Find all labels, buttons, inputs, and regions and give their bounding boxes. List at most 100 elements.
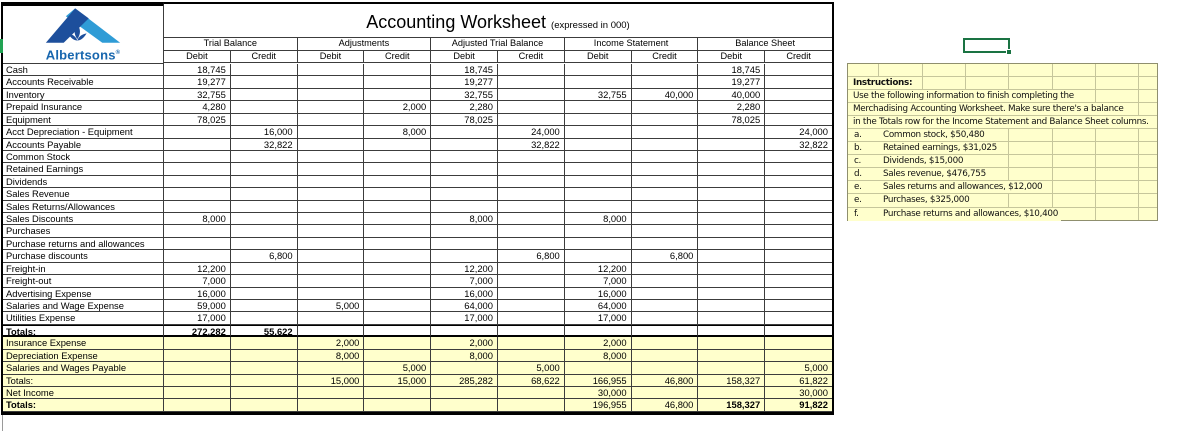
table-cell[interactable] — [164, 150, 231, 164]
table-cell[interactable] — [364, 262, 432, 276]
table-cell[interactable] — [297, 200, 365, 214]
row-label[interactable]: Freight-in — [3, 262, 164, 276]
table-cell[interactable]: 16,000 — [164, 287, 231, 301]
row-label[interactable]: Purchases — [3, 225, 164, 238]
table-cell[interactable] — [497, 386, 565, 400]
table-cell[interactable]: 158,327 — [698, 399, 766, 412]
instruction-line[interactable]: f. Purchase returns and allowances, $10,4… — [848, 207, 1157, 221]
table-cell[interactable] — [564, 101, 632, 114]
table-cell[interactable]: 6,800 — [230, 250, 298, 263]
table-cell[interactable] — [497, 175, 565, 189]
table-cell[interactable]: 91,822 — [765, 399, 832, 412]
table-cell[interactable] — [631, 101, 699, 114]
table-cell[interactable] — [431, 175, 498, 189]
row-label[interactable]: Net Income — [3, 386, 164, 400]
table-cell[interactable]: 17,000 — [164, 312, 231, 325]
table-cell[interactable] — [230, 163, 298, 176]
table-cell[interactable] — [765, 263, 832, 276]
table-cell[interactable]: 40,000 — [698, 88, 766, 102]
table-cell[interactable] — [164, 349, 231, 363]
table-cell[interactable] — [564, 64, 632, 77]
table-cell[interactable] — [631, 150, 699, 164]
table-cell[interactable] — [564, 138, 632, 151]
table-cell[interactable]: 19,277 — [698, 76, 766, 89]
table-cell[interactable] — [497, 64, 565, 77]
table-cell[interactable] — [497, 349, 565, 363]
row-label[interactable]: Common Stock — [3, 150, 164, 164]
table-cell[interactable] — [698, 349, 766, 363]
table-cell[interactable] — [364, 150, 432, 164]
row-label[interactable]: Freight-out — [3, 275, 164, 288]
table-cell[interactable] — [364, 312, 432, 325]
table-cell[interactable] — [297, 101, 365, 114]
table-cell[interactable] — [230, 213, 298, 226]
column-header-balance-sheet-credit[interactable]: Credit — [765, 51, 832, 63]
row-label[interactable]: Totals: — [3, 374, 164, 387]
column-header-income-statement-debit[interactable]: Debit — [564, 50, 632, 63]
table-cell[interactable] — [698, 225, 766, 238]
table-cell[interactable]: 5,000 — [765, 362, 832, 375]
table-cell[interactable]: 2,000 — [431, 337, 498, 350]
table-cell[interactable]: 2,280 — [698, 101, 766, 114]
table-cell[interactable] — [297, 287, 365, 301]
table-cell[interactable] — [765, 114, 832, 127]
instruction-line[interactable]: e. Sales returns and allowances, $12,000 — [848, 181, 1157, 195]
table-cell[interactable] — [765, 188, 832, 201]
table-cell[interactable] — [698, 237, 766, 251]
table-cell[interactable]: 8,000 — [564, 213, 632, 226]
table-cell[interactable] — [230, 349, 298, 363]
table-cell[interactable] — [698, 163, 766, 176]
table-cell[interactable]: 4,280 — [164, 101, 231, 114]
table-cell[interactable]: 17,000 — [431, 312, 498, 325]
table-cell[interactable] — [297, 386, 365, 400]
column-group-income-statement[interactable]: Income Statement — [564, 38, 699, 51]
table-cell[interactable]: 12,200 — [564, 262, 632, 276]
table-cell[interactable] — [230, 337, 298, 350]
table-cell[interactable]: 5,000 — [364, 362, 432, 375]
table-cell[interactable] — [297, 324, 365, 338]
table-cell[interactable] — [631, 362, 699, 375]
table-cell[interactable] — [497, 337, 565, 350]
selected-cell[interactable] — [963, 38, 1012, 55]
table-cell[interactable] — [765, 300, 832, 313]
table-cell[interactable] — [497, 399, 565, 412]
table-cell[interactable] — [564, 150, 632, 164]
table-cell[interactable] — [564, 113, 632, 127]
table-cell[interactable] — [698, 324, 766, 338]
table-cell[interactable]: 24,000 — [765, 126, 832, 139]
table-cell[interactable] — [431, 138, 498, 151]
table-cell[interactable]: 18,745 — [164, 64, 231, 77]
table-cell[interactable] — [230, 312, 298, 325]
table-cell[interactable]: 16,000 — [564, 287, 632, 301]
table-cell[interactable] — [297, 362, 365, 375]
table-cell[interactable]: 8,000 — [297, 349, 365, 363]
instruction-line[interactable]: a. Common stock, $50,480 — [848, 129, 1157, 143]
table-cell[interactable] — [297, 126, 365, 139]
table-cell[interactable] — [497, 200, 565, 214]
table-cell[interactable] — [497, 237, 565, 251]
table-cell[interactable] — [364, 64, 432, 77]
table-cell[interactable] — [230, 150, 298, 164]
table-cell[interactable] — [497, 275, 565, 288]
table-cell[interactable] — [364, 188, 432, 201]
table-cell[interactable]: 158,327 — [698, 374, 766, 387]
table-cell[interactable] — [364, 175, 432, 189]
table-cell[interactable] — [564, 362, 632, 375]
table-cell[interactable] — [164, 362, 231, 375]
table-cell[interactable] — [364, 349, 432, 363]
table-cell[interactable] — [230, 237, 298, 251]
table-cell[interactable] — [297, 399, 365, 412]
table-cell[interactable] — [698, 337, 766, 350]
table-cell[interactable] — [431, 225, 498, 238]
instruction-line[interactable]: b. Retained earnings, $31,025 — [848, 142, 1157, 156]
table-cell[interactable] — [698, 175, 766, 189]
column-group-balance-sheet[interactable]: Balance Sheet — [698, 38, 832, 51]
table-cell[interactable] — [230, 386, 298, 400]
table-cell[interactable] — [230, 275, 298, 288]
table-cell[interactable] — [497, 225, 565, 238]
table-cell[interactable] — [698, 200, 766, 214]
row-label[interactable]: Salaries and Wages Payable — [3, 362, 164, 375]
table-cell[interactable] — [297, 188, 365, 201]
table-cell[interactable] — [297, 262, 365, 276]
row-label[interactable]: Prepaid Insurance — [3, 101, 164, 114]
